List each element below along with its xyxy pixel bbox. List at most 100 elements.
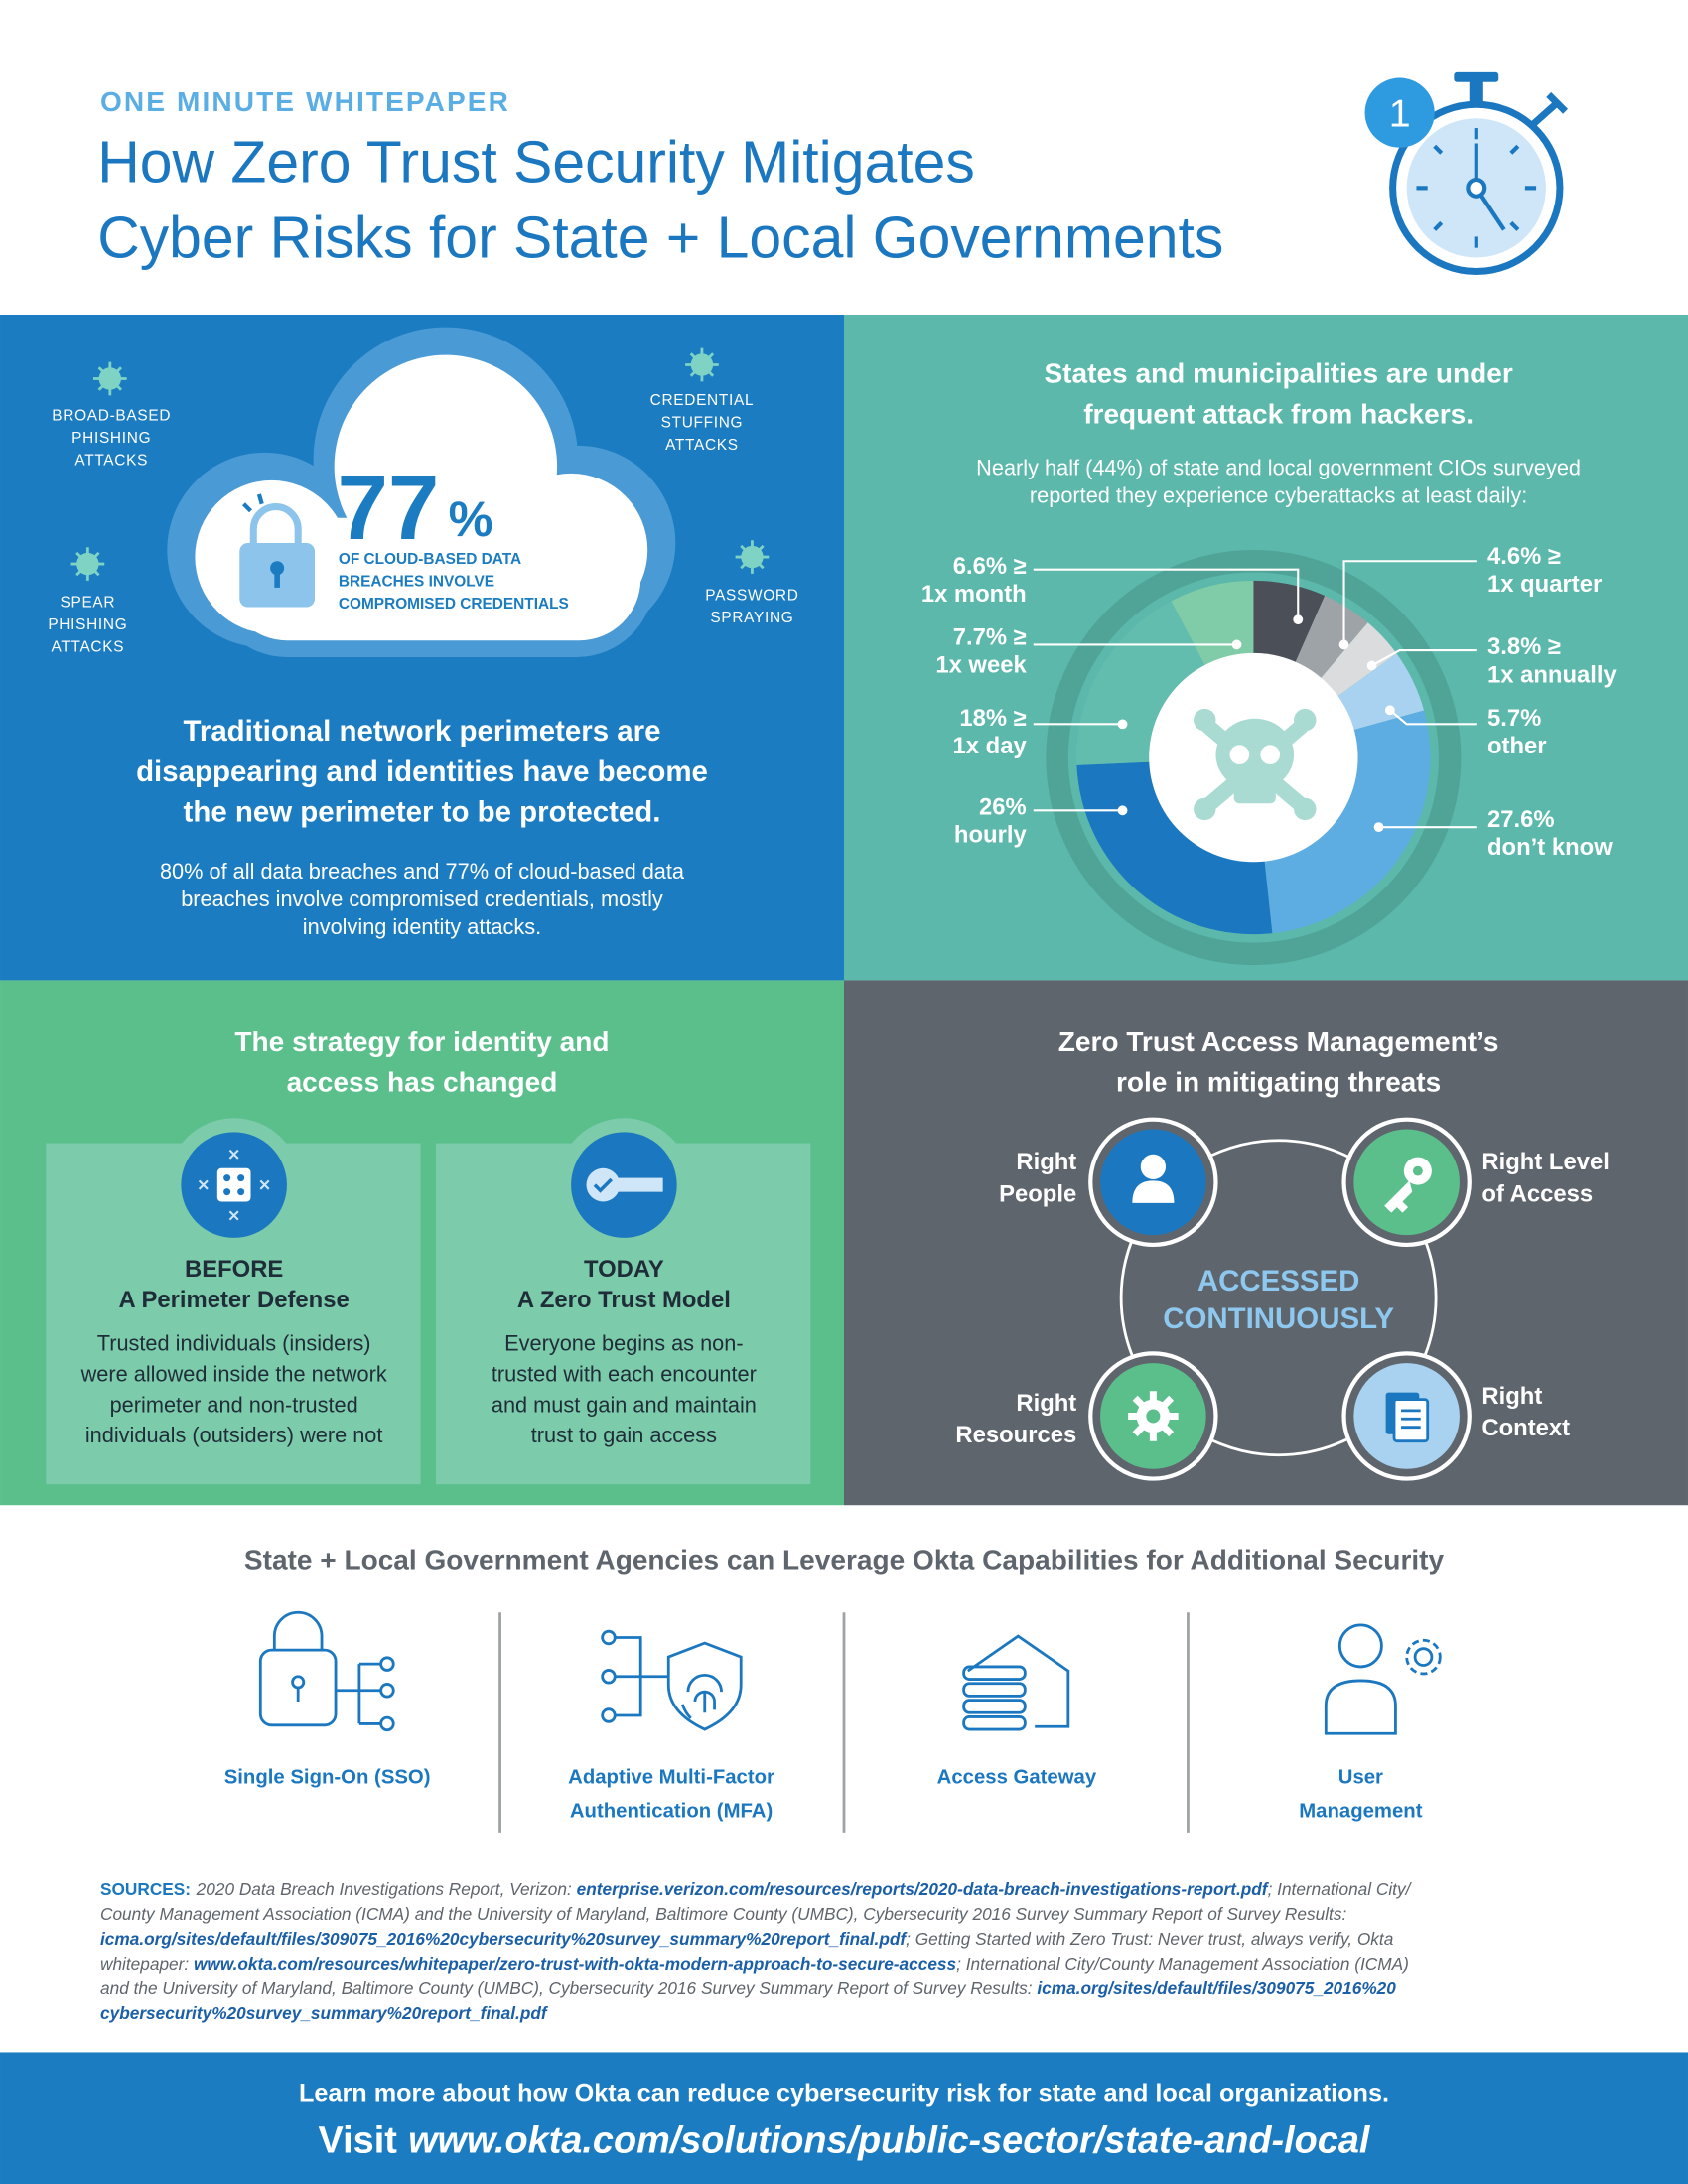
skull-icon-part	[1229, 745, 1250, 765]
node-icon-part	[1132, 1180, 1175, 1203]
capability-icon	[258, 1610, 1442, 1735]
footer-cta: Visit www.okta.com/solutions/public-secto…	[319, 2119, 1371, 2161]
leader-dot	[1384, 705, 1395, 716]
slice-value-label: 4.6% ≥	[1487, 543, 1561, 570]
cloud-illustration-part-part	[256, 493, 264, 505]
source-line: SOURCES: 2020 Data Breach Investigations …	[100, 1879, 1413, 1899]
threat-label: ATTACKS	[74, 452, 148, 469]
zero-trust-panel-background	[844, 980, 1688, 1506]
capability-label: Authentication (MFA)	[570, 1800, 773, 1822]
cloud-illustration-part	[241, 493, 264, 513]
infographic-part: 6.6% ≥1x month 4.6% ≥1x quarter 3.8% ≥1x a…	[921, 543, 1618, 861]
slice-label: 1x quarter	[1487, 571, 1602, 598]
card-body: and must gain and maintain	[492, 1392, 757, 1417]
leader-dot	[1231, 639, 1242, 650]
slice-value-label: 27.6%	[1487, 806, 1555, 833]
perimeter-icon-part-part	[237, 1188, 245, 1196]
node-icon-part-part	[1401, 1409, 1421, 1430]
slice-label: 1x day	[953, 733, 1028, 759]
node-label: Right	[1016, 1390, 1076, 1417]
card-subtitle: A Zero Trust Model	[517, 1287, 731, 1313]
virus-spikes-part	[685, 347, 719, 382]
cloud-illustration	[167, 327, 676, 658]
footer-line: Learn more about how Okta can reduce cyb…	[299, 2080, 1389, 2108]
capability-icon-part	[379, 1715, 395, 1732]
source-text: ; Getting Started with Zero Trust: Never…	[906, 1929, 1393, 1949]
threat-label: PHISHING	[71, 430, 151, 447]
slice-label: 1x week	[935, 651, 1027, 678]
source-link[interactable]: icma.org/sites/default/files/309075_2016…	[100, 1929, 908, 1949]
panel-heading: access has changed	[287, 1067, 558, 1098]
skull-icon	[1194, 708, 1317, 821]
slice-label: hourly	[954, 822, 1028, 849]
node-icon-part	[1401, 1409, 1421, 1430]
card-body: Trusted individuals (insiders)	[97, 1331, 371, 1356]
virus-spikes-part	[92, 361, 127, 396]
capability-icon-part	[379, 1656, 395, 1672]
stopwatch-icon-part	[1466, 177, 1487, 199]
panel-body: breaches involve compromised credentials…	[181, 887, 663, 911]
node-icon-part	[1384, 1180, 1413, 1213]
capabilities-heading: State + Local Government Agencies can Le…	[244, 1545, 1445, 1575]
capability-label: Access Gateway	[937, 1767, 1097, 1789]
capability-label: Single Sign-On (SSO)	[224, 1767, 431, 1789]
capability-icon-part	[666, 1641, 743, 1731]
card-body: Everyone begins as non-	[504, 1331, 743, 1356]
source-text: 2020 Data Breach Investigations Report, …	[196, 1879, 577, 1899]
donut-slice	[1253, 580, 1326, 664]
stopwatch-icon-part	[1454, 71, 1499, 82]
threat-label: ATTACKS	[52, 638, 125, 655]
source-link[interactable]: cybersecurity%20survey_summary%20report_…	[100, 2003, 549, 2023]
leader-line	[1371, 648, 1477, 667]
infographic-part: Right People Right Level of Access Right Reso…	[955, 1149, 1609, 1448]
virus-spikes-part	[70, 547, 105, 581]
threat-label: ATTACKS	[665, 437, 739, 454]
card-title: BEFORE	[185, 1256, 283, 1283]
cycle-node-part	[1353, 1129, 1460, 1236]
source-link[interactable]: enterprise.verizon.com/resources/reports…	[577, 1879, 1270, 1899]
capability-icon-part	[962, 1665, 1027, 1681]
node-label: Right	[1016, 1149, 1076, 1175]
leader-dot	[1338, 639, 1349, 650]
capability-icon-part	[272, 1610, 324, 1651]
card-body: were allowed inside the network	[80, 1361, 387, 1386]
source-link[interactable]: www.okta.com/resources/whitepaper/zero-t…	[194, 1954, 956, 1974]
stopwatch-icon-part-part	[1433, 220, 1444, 231]
badge-number: 1	[1389, 92, 1411, 136]
card-subtitle: A Perimeter Defense	[119, 1287, 350, 1313]
virus-spikes-part	[735, 540, 770, 574]
stopwatch-icon-part-part	[1509, 144, 1520, 155]
panel-heading: Traditional network perimeters are	[184, 715, 661, 748]
panel-body: 80% of all data breaches and 77% of clou…	[160, 859, 685, 884]
threat-label: SPRAYING	[710, 610, 793, 626]
source-link[interactable]: icma.org/sites/default/files/309075_2016…	[1037, 1979, 1396, 1998]
cloud-illustration-part	[274, 571, 280, 588]
threat-label: STUFFING	[661, 415, 744, 432]
key-icon-part	[615, 1177, 663, 1192]
skull-icon-part	[1215, 718, 1295, 791]
panel-intro: reported they experience cyberattacks at…	[1030, 482, 1527, 507]
footer-url[interactable]: www.okta.com/solutions/public-sector/sta…	[408, 2119, 1371, 2161]
source-text: ; International City/County Management A…	[956, 1954, 1409, 1974]
perimeter-icon-part-part	[237, 1174, 245, 1182]
slice-label: don’t know	[1487, 834, 1613, 861]
source-line: cybersecurity%20survey_summary%20report_…	[100, 2003, 549, 2023]
title-line: How Zero Trust Security Mitigates	[97, 131, 975, 196]
capability-label: Adaptive Multi-Factor	[568, 1767, 774, 1789]
capability-icon-part	[601, 1707, 617, 1723]
stat-unit: %	[449, 490, 493, 547]
source-line: County Management Association (ICMA) and…	[100, 1904, 1346, 1924]
leader-dot	[1293, 614, 1304, 625]
stopwatch-icon-part-part	[1509, 220, 1520, 231]
capability-icon-part	[680, 1673, 723, 1719]
key-icon-part	[593, 1177, 614, 1193]
slice-value-label: 3.8% ≥	[1487, 633, 1561, 660]
source-line: whitepaper: www.okta.com/resources/white…	[100, 1954, 1409, 1974]
slice-value-label: 18% ≥	[959, 705, 1026, 732]
stopwatch-icon-part	[1364, 77, 1435, 148]
perimeter-icon-part	[216, 1167, 251, 1202]
cycle-center-label: CONTINUOUSLY	[1163, 1302, 1394, 1335]
stat-caption: COMPROMISED CREDENTIALS	[339, 596, 569, 613]
node-icon	[1128, 1154, 1432, 1443]
capability-icon-part	[336, 1662, 380, 1725]
